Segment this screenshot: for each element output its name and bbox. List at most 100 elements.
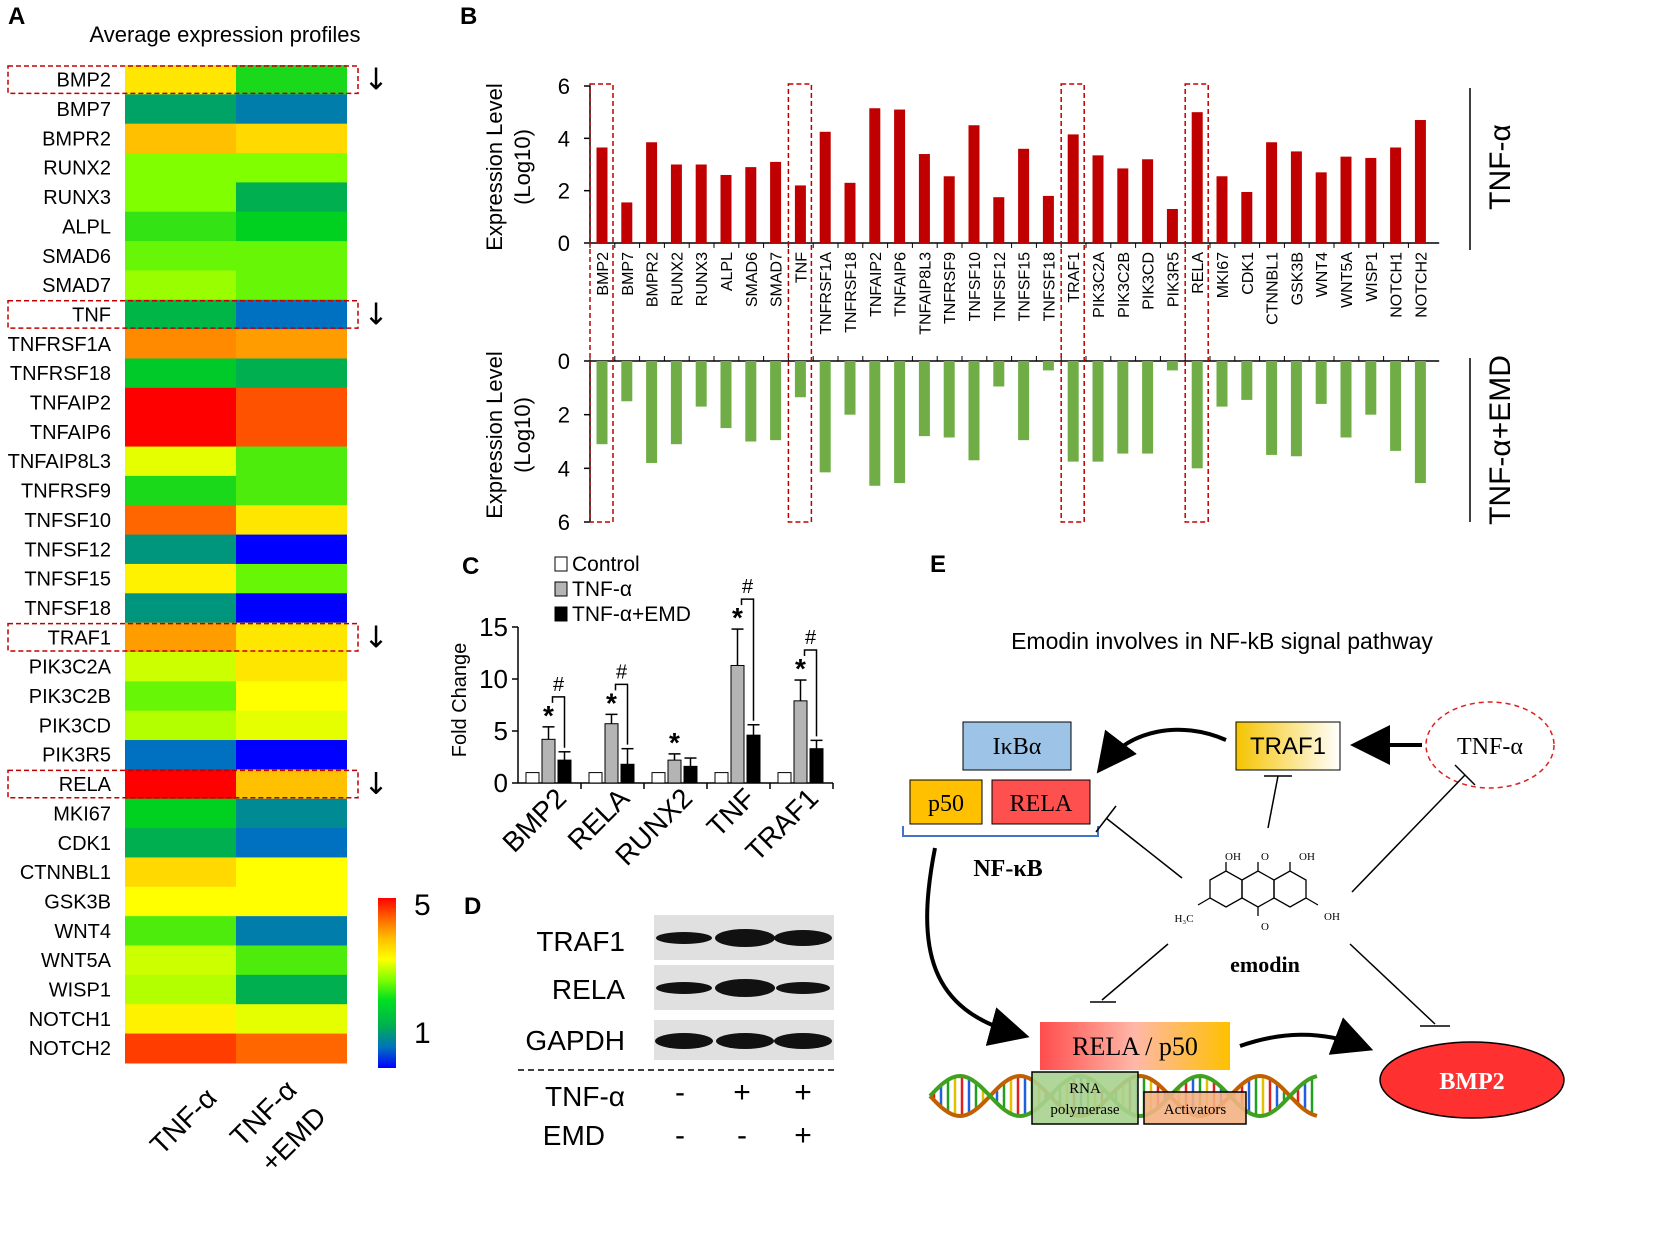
- heat-cell-tnf-pik3c2a: [125, 652, 236, 682]
- heat-cell-emd-notch2: [236, 1033, 347, 1064]
- blot-band: [715, 979, 775, 997]
- b-category-wnt5a: WNT5A: [1339, 252, 1356, 308]
- bar-emd-tnfaip6: [894, 361, 906, 484]
- gene-label-pik3c2a: PIK3C2A: [29, 657, 112, 679]
- arrow-nfkb-to-nucleus: [925, 847, 1030, 1046]
- gene-label-wisp1: WISP1: [49, 980, 111, 1002]
- gene-label-ctnnbl1: CTNNBL1: [20, 862, 111, 884]
- bar-tnf-pik3c2a: [1092, 155, 1104, 243]
- c-hash: #: [553, 674, 565, 696]
- heat-cell-tnf-ctnnbl1: [125, 857, 236, 888]
- b-category-rela: RELA: [1190, 252, 1207, 294]
- emodin-structure: [1197, 862, 1319, 916]
- c-bar-rela-0: [588, 772, 603, 784]
- c-bar-bmp2-1: [541, 738, 556, 784]
- b-category-pik3cd: PIK3CD: [1141, 252, 1158, 310]
- c-bar-traf1-0: [777, 772, 792, 784]
- bar-emd-pik3c2b: [1117, 361, 1129, 454]
- bar-tnf-wnt5a: [1340, 156, 1352, 243]
- bar-emd-bmp2: [596, 361, 608, 445]
- c-legend-swatch-2: [554, 606, 568, 622]
- gene-label-wnt5a: WNT5A: [41, 950, 112, 972]
- blot-label-rela: RELA: [552, 974, 625, 1005]
- color-scale-min: 1: [414, 1017, 431, 1050]
- panel-b-category-labels: BMP2 BMP7 BMPR2 RUNX2 RUNX3 ALPL SMAD6 SMAD7 TNF…: [595, 252, 1430, 335]
- down-arrow-icon: ↓: [363, 767, 388, 802]
- panel-b: B 0 0 2 2 4 4 6 6 BMP2 BMP7 BMPR2 RUNX2 RUNX3 ALPL SM…: [460, 3, 1517, 535]
- heat-cell-emd-gsk3b: [236, 886, 347, 917]
- heat-cell-emd-runx2: [236, 153, 347, 183]
- bar-emd-notch1: [1390, 361, 1402, 451]
- gene-label-bmpr2: BMPR2: [42, 128, 111, 150]
- heat-cell-tnf-cdk1: [125, 828, 236, 859]
- heat-cell-emd-cdk1: [236, 828, 347, 859]
- c-bar-bmp2-2: [557, 759, 572, 784]
- heat-cell-emd-rela: [236, 769, 347, 800]
- c-bar-rela-2: [620, 763, 635, 784]
- nfkb-label: NF-κB: [973, 856, 1042, 882]
- heat-cell-emd-ctnnbl1: [236, 857, 347, 888]
- bar-tnf-tnf: [794, 185, 806, 243]
- bar-emd-traf1: [1067, 361, 1079, 462]
- bar-tnf-tnfaip8l3: [918, 154, 930, 243]
- bar-tnf-wnt4: [1315, 172, 1327, 243]
- bar-tnf-smad7: [770, 161, 782, 243]
- bar-emd-cdk1: [1241, 361, 1253, 400]
- gene-label-runx2: RUNX2: [43, 158, 111, 180]
- bar-emd-wnt4: [1315, 361, 1327, 404]
- b-category-mki67: MKI67: [1215, 252, 1232, 298]
- c-star: *: [543, 700, 554, 731]
- rela-box: [991, 779, 1091, 825]
- highlight-box-traf1: [7, 622, 359, 652]
- panel-letter-c: C: [462, 553, 479, 580]
- heat-cell-emd-pik3c2b: [236, 681, 347, 712]
- heat-cell-tnf-tnfrsf1a: [125, 329, 236, 360]
- bar-emd-pik3cd: [1142, 361, 1154, 454]
- b-category-bmp2: BMP2: [595, 252, 612, 296]
- heat-cell-tnf-tnf: [125, 299, 236, 330]
- panel-letter-b: B: [460, 3, 477, 30]
- gene-label-cdk1: CDK1: [58, 833, 111, 855]
- gene-label-pik3r5: PIK3R5: [42, 745, 111, 767]
- heat-cell-tnf-tnfaip8l3: [125, 446, 236, 477]
- heat-cell-tnf-runx3: [125, 182, 236, 213]
- heatmap-title: Average expression profiles: [89, 22, 360, 47]
- heat-cell-tnf-rela: [125, 769, 236, 800]
- gene-label-tnfsf18: TNFSF18: [24, 598, 111, 620]
- b-category-alpl: ALPL: [719, 252, 736, 291]
- bar-tnf-mki67: [1216, 176, 1228, 243]
- bar-tnf-pik3r5: [1166, 208, 1178, 243]
- heat-cell-tnf-pik3cd: [125, 710, 236, 741]
- c-bar-traf1-1: [793, 700, 808, 784]
- c-bracket: [614, 683, 629, 745]
- c-bracket: [740, 598, 755, 721]
- bar-tnf-notch2: [1414, 120, 1426, 243]
- heat-cell-emd-notch1: [236, 1004, 347, 1035]
- bar-tnf-tnfaip2: [869, 108, 881, 243]
- gene-label-smad6: SMAD6: [42, 246, 111, 268]
- gene-label-smad7: SMAD7: [42, 275, 111, 297]
- tnfa-ellipse: [1425, 701, 1555, 789]
- b-category-tnf: TNF: [793, 252, 810, 283]
- heat-cell-emd-bmp2: [236, 65, 347, 95]
- panel-b-bars: [596, 108, 1426, 486]
- blot-band: [774, 930, 832, 946]
- blot-band: [655, 1033, 713, 1049]
- ikba-box: [962, 721, 1072, 771]
- bar-emd-pik3r5: [1166, 361, 1178, 371]
- b-category-bmp7: BMP7: [620, 252, 637, 296]
- panel-letter-d: D: [464, 893, 481, 920]
- b-category-ctnnbl1: CTNNBL1: [1265, 252, 1282, 325]
- heat-cell-emd-traf1: [236, 622, 347, 653]
- heatmap-cells: [125, 65, 347, 1064]
- bar-tnf-gsk3b: [1290, 151, 1302, 243]
- b-category-smad7: SMAD7: [769, 252, 786, 307]
- bar-tnf-rela: [1191, 112, 1203, 244]
- p50-box: [909, 779, 983, 825]
- heat-cell-tnf-bmp7: [125, 94, 236, 125]
- heat-cell-emd-tnfrsf18: [236, 358, 347, 389]
- heatmap-highlights: ↓ ↓ ↓ ↓: [7, 63, 389, 802]
- heat-cell-emd-pik3r5: [236, 740, 347, 770]
- c-bar-runx2-0: [651, 772, 666, 784]
